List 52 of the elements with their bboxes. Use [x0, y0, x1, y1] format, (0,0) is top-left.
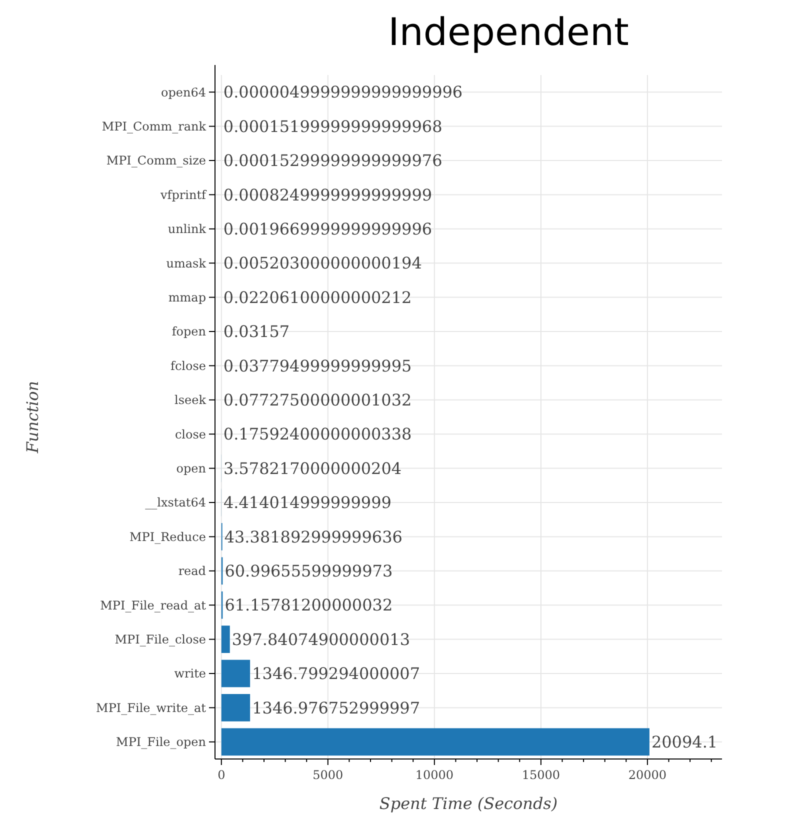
data-label: 0.07727500000001032	[223, 390, 412, 410]
bar	[221, 626, 230, 653]
y-tick-label: fopen	[172, 324, 206, 339]
data-label: 43.381892999999636	[224, 527, 402, 546]
y-tick-label: read	[178, 564, 206, 578]
y-tick-label: lseek	[174, 393, 207, 408]
y-tick-label: mmap	[168, 290, 206, 304]
data-label: 61.15781200000032	[224, 596, 393, 615]
y-tick-label: MPI_File_open	[116, 735, 206, 750]
y-axis-title: Function	[23, 380, 42, 454]
y-tick-label: open	[176, 462, 206, 476]
x-tick-label: 0	[218, 768, 226, 782]
y-tick-label: vfprintf	[160, 188, 208, 202]
bar	[221, 660, 250, 688]
x-tick-label: 5000	[312, 768, 344, 782]
bar	[221, 728, 650, 756]
data-label: 4.414014999999999	[223, 493, 392, 512]
y-tick-label: MPI_Comm_size	[106, 154, 206, 168]
data-label: 0.03779499999999995	[223, 356, 412, 376]
data-label: 0.0008249999999999999	[223, 185, 432, 204]
y-tick-label: umask	[166, 256, 207, 270]
y-tick-label: __lxstat64	[145, 496, 206, 510]
y-tick-label: MPI_Reduce	[130, 530, 206, 544]
y-tick-label: open64	[160, 85, 206, 100]
x-tick-label: 10000	[415, 768, 454, 782]
x-tick-label: 15000	[522, 768, 560, 782]
y-tick-label: fclose	[170, 358, 206, 373]
data-label: 0.02206100000000212	[223, 288, 412, 307]
data-label: 20094.1	[651, 732, 718, 752]
data-label: 0.03157	[223, 322, 290, 342]
y-tick-label: close	[174, 427, 206, 442]
y-tick-label: unlink	[168, 222, 207, 236]
y-tick-label: MPI_File_close	[114, 632, 206, 646]
bar	[221, 694, 250, 722]
data-label: 397.84074900000013	[232, 630, 410, 649]
data-label: 0.0019669999999999996	[223, 220, 432, 238]
y-tick-label: MPI_File_write_at	[96, 700, 206, 715]
x-axis-title: Spent Time (Seconds)	[379, 794, 558, 813]
data-label: 1346.799294000007	[252, 664, 420, 684]
data-label: 0.0000049999999999999996	[223, 82, 463, 102]
y-tick-label: MPI_Comm_rank	[102, 120, 207, 134]
y-tick-label: MPI_File_read_at	[100, 598, 206, 612]
data-label: 0.00015299999999999976	[223, 151, 442, 170]
data-label: 0.005203000000000194	[223, 254, 422, 273]
data-label: 3.5782170000000204	[223, 458, 402, 478]
x-tick-label: 20000	[628, 768, 667, 782]
data-label: 0.00015199999999999968	[223, 116, 442, 136]
y-tick-label: write	[174, 666, 206, 681]
data-label: 1346.976752999997	[252, 698, 420, 718]
data-label: 0.17592400000000338	[223, 424, 412, 444]
chart-title: Independent	[388, 10, 629, 54]
data-label: 60.99655599999973	[224, 562, 393, 580]
